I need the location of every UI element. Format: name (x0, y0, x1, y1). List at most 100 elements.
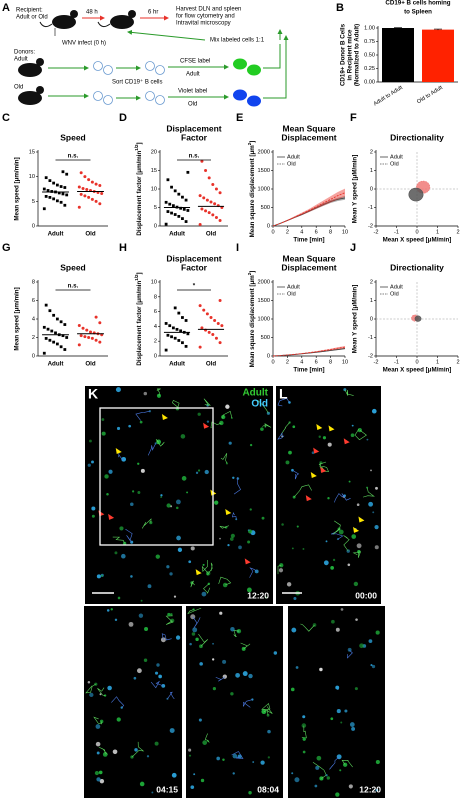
cell-track (172, 399, 180, 409)
data-point (83, 335, 87, 339)
significance-label: n.s. (189, 153, 200, 160)
y-tick-label: 6 (32, 298, 35, 304)
data-point (46, 189, 50, 192)
cell-track (112, 536, 125, 544)
y-tick-label: 2 (154, 339, 157, 345)
cell-track (220, 453, 228, 464)
cell (132, 490, 135, 493)
data-point (87, 178, 91, 182)
data-point (98, 321, 102, 325)
cell-track (190, 580, 195, 588)
data-point (98, 202, 102, 206)
y-tick-label: 0 (267, 353, 270, 359)
cell (181, 476, 187, 481)
cell (273, 651, 278, 655)
cell-track (219, 525, 229, 529)
cell-track (334, 493, 345, 503)
cell (340, 721, 343, 724)
cell (175, 635, 181, 640)
y-axis-label: (Normalized to Adult) (354, 24, 361, 86)
y-axis-label-part: Displacement factor [μm/min (136, 280, 143, 365)
y-axis-label-part: ] (249, 271, 256, 273)
cell (206, 420, 210, 423)
arrowhead (161, 413, 168, 420)
timestamp: 00:00 (355, 590, 377, 600)
arrowhead (310, 472, 317, 479)
cell (212, 687, 216, 691)
cell-track (240, 642, 251, 650)
cell (180, 434, 186, 439)
cell (190, 785, 195, 790)
cell-track (300, 623, 315, 632)
data-point (173, 213, 177, 216)
micrograph (288, 606, 385, 798)
cell (228, 441, 232, 445)
cell-track (167, 691, 175, 699)
cell (327, 497, 330, 500)
cell (318, 435, 321, 438)
cell (117, 596, 121, 600)
cell (356, 543, 362, 549)
arrow (263, 35, 289, 99)
chart-title: to Spleen (404, 9, 432, 16)
cell (264, 425, 267, 428)
cell (375, 630, 380, 635)
text: 6 hr (148, 10, 158, 16)
cell (370, 664, 373, 667)
arrowhead (343, 438, 350, 445)
cell-track (198, 633, 209, 647)
data-point (179, 206, 183, 210)
cell (158, 674, 162, 679)
data-point (184, 344, 188, 348)
cell-track (277, 432, 285, 440)
micrograph (85, 386, 273, 604)
cell-track (111, 696, 125, 708)
mouse-icon (18, 86, 44, 105)
cell (267, 756, 270, 759)
data-point (81, 187, 85, 191)
y-tick-label: 5 (154, 205, 157, 211)
cell (264, 596, 267, 599)
x-tick-label: 1 (436, 229, 439, 235)
data-point (90, 180, 94, 184)
error-band (273, 346, 345, 356)
data-point (44, 176, 48, 180)
data-point (204, 209, 208, 213)
data-point (63, 323, 67, 326)
cell (166, 565, 170, 569)
cell (186, 491, 189, 494)
data-point (173, 306, 177, 310)
data-point (202, 308, 206, 312)
x-tick-label: 4 (300, 359, 303, 365)
legend-label: Adult (287, 284, 300, 290)
cell (134, 748, 138, 752)
cell (330, 566, 334, 570)
cell (249, 443, 253, 447)
cell (292, 425, 296, 429)
cell (139, 781, 145, 787)
cell (101, 574, 104, 577)
cell (348, 480, 351, 483)
cell (166, 503, 171, 508)
cell (146, 755, 150, 758)
x-axis-label: Time [min] (293, 367, 324, 374)
arrowhead (358, 516, 365, 523)
cell (112, 749, 118, 755)
y-tick-label: 0 (370, 186, 373, 192)
cell (144, 626, 149, 631)
cell (133, 676, 137, 680)
y-tick-label: 0.75 (364, 39, 375, 45)
mouse-icon (39, 10, 78, 29)
cell (248, 673, 253, 679)
data-point (184, 220, 188, 223)
y-tick-label: 0 (32, 223, 35, 229)
cell (151, 791, 154, 794)
x-tick-label: 8 (329, 229, 332, 235)
data-point (59, 185, 63, 188)
y-tick-label: 2000 (258, 149, 270, 155)
data-point (170, 335, 173, 339)
data-point (211, 213, 215, 217)
cell (351, 534, 357, 539)
data-point (65, 193, 69, 197)
significance-label: * (193, 283, 196, 290)
